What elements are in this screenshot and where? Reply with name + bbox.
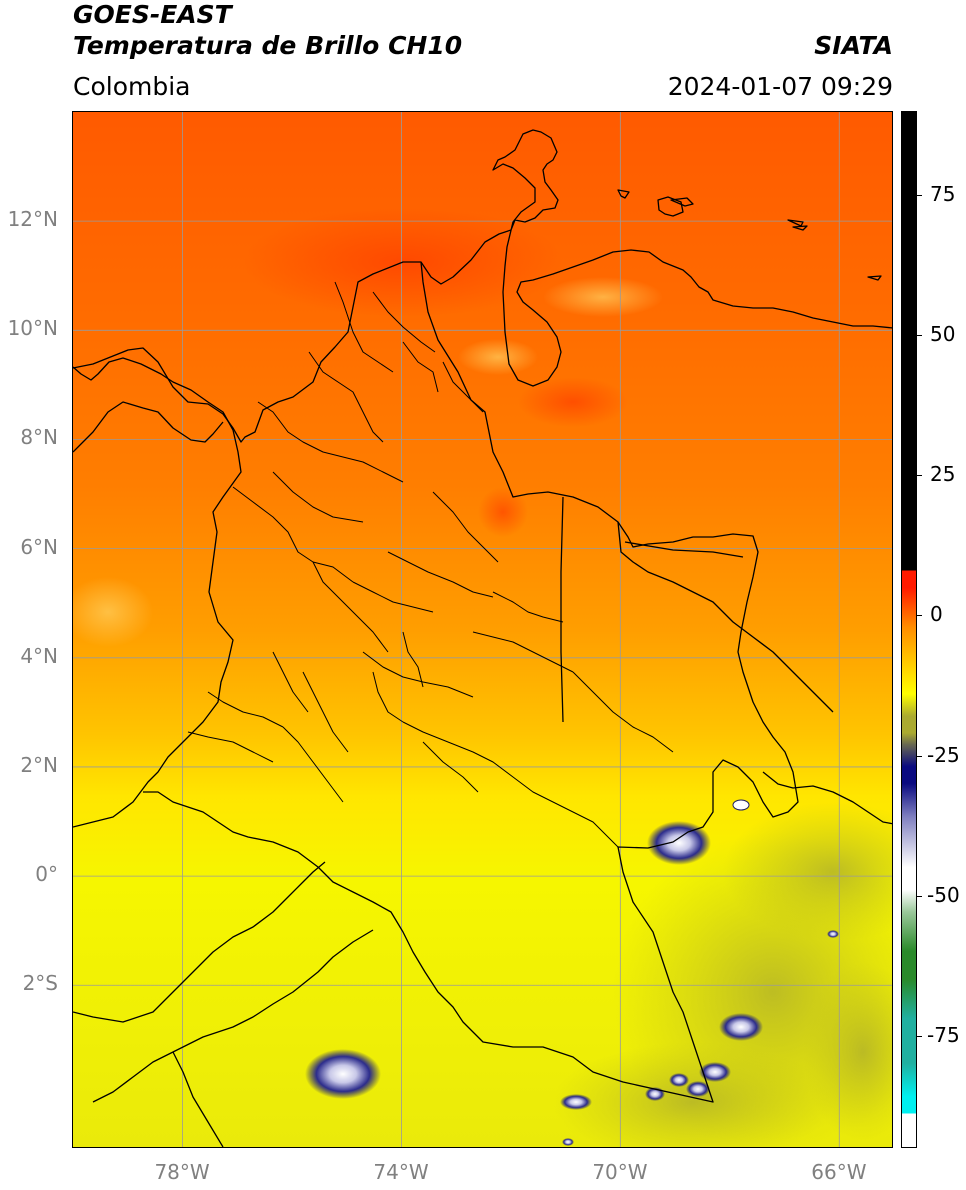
island-curacao: [670, 197, 694, 207]
map-panel: [72, 111, 893, 1148]
colorbar-tick-label: -75: [927, 1022, 960, 1047]
lat-tick-label: 0°: [35, 862, 58, 887]
department-borders: [187, 281, 674, 848]
lat-tick-label: 10°N: [7, 316, 58, 341]
coastline-panama: [73, 401, 224, 453]
colorbar-tick-label: -25: [927, 742, 960, 767]
coastline-panama: [73, 357, 234, 431]
island-small: [787, 219, 804, 227]
field-features: [73, 207, 892, 1147]
border-venezuela: [560, 496, 564, 723]
colorbar-tick: [917, 1035, 922, 1037]
border-peru: [172, 1051, 224, 1147]
colorbar-tick-label: -50: [927, 882, 960, 907]
border-venezuela-brazil: [762, 771, 892, 825]
brightness-temperature-map: [73, 112, 892, 1147]
convective-cell: [560, 1094, 592, 1110]
convective-cell: [719, 1013, 763, 1041]
colorbar-tick: [917, 615, 922, 617]
convective-cell: [647, 821, 711, 865]
borders: [73, 129, 892, 1147]
lat-tick-label: 6°N: [20, 534, 58, 559]
lat-tick-label: 2°S: [22, 971, 58, 996]
convective-cell: [732, 799, 750, 811]
lat-tick-label: 2°N: [20, 752, 58, 777]
colorbar-tick-label: 75: [930, 182, 956, 207]
title-line-1: GOES-EAST: [73, 0, 232, 29]
border-peru-brazil: [92, 929, 374, 1103]
source-label: SIATA: [814, 31, 893, 60]
colorbar-tick: [917, 335, 922, 337]
lat-tick-label: 12°N: [7, 207, 58, 232]
border-venezuela: [624, 541, 744, 558]
colorbar-tick: [917, 475, 922, 477]
lon-tick-label: 74°W: [373, 1160, 429, 1184]
island-bonaire: [792, 225, 808, 231]
colorbar-tick: [917, 895, 922, 897]
convective-cell: [305, 1049, 381, 1099]
lon-tick-label: 66°W: [811, 1160, 867, 1184]
colorbar-tick-label: 50: [930, 322, 956, 347]
colorbar-tick-label: 25: [930, 462, 956, 487]
island-small: [867, 275, 882, 281]
coastline-pacific: [73, 429, 242, 828]
title-line-2: Temperatura de Brillo CH10: [73, 31, 463, 60]
island-margarita: [657, 196, 684, 217]
convective-cell: [669, 1073, 689, 1087]
lat-tick-label: 4°N: [20, 643, 58, 668]
island-aruba: [617, 189, 630, 199]
border-ecuador-peru: [73, 861, 326, 1023]
coastline: [73, 129, 892, 443]
border-venezuela: [617, 521, 834, 713]
region-label: Colombia: [73, 72, 191, 101]
convective-cell: [686, 1081, 710, 1097]
lon-tick-label: 78°W: [154, 1160, 210, 1184]
colorbar-tick: [917, 755, 922, 757]
convective-cell: [699, 1062, 731, 1082]
colorbar-tick-label: 0: [930, 602, 943, 627]
graticule: [73, 112, 892, 1147]
timestamp-label: 2024-01-07 09:29: [667, 72, 893, 101]
lat-tick-label: 8°N: [20, 425, 58, 450]
lon-tick-label: 70°W: [592, 1160, 648, 1184]
colorbar-tick: [917, 195, 922, 197]
colorbar: [901, 111, 917, 1148]
